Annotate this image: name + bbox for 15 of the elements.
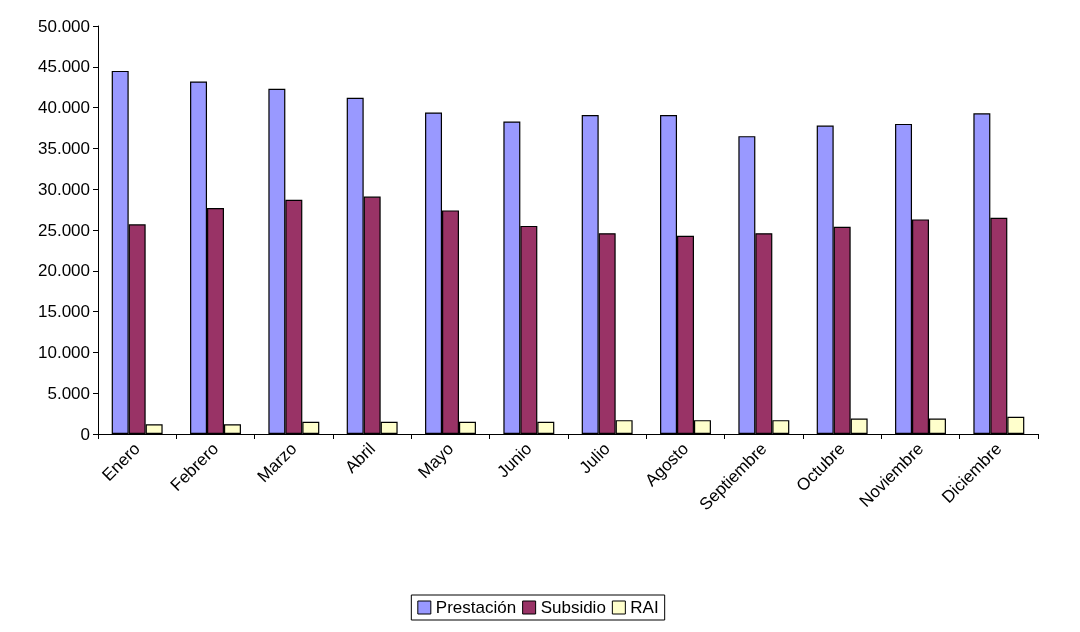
y-tick-label: 50.000 xyxy=(38,16,90,36)
legend-label: Subsidio xyxy=(540,598,606,617)
legend-label: RAI xyxy=(630,598,659,617)
y-tick-label: 20.000 xyxy=(38,261,90,281)
y-tick-label: 0 xyxy=(80,424,90,444)
y-tick-label: 40.000 xyxy=(38,98,90,118)
legend-label: Prestación xyxy=(435,598,517,617)
y-tick-label: 30.000 xyxy=(38,179,90,199)
y-tick-label: 35.000 xyxy=(38,138,90,158)
y-tick-label: 15.000 xyxy=(38,302,90,322)
y-tick-label: 10.000 xyxy=(38,342,90,362)
y-tick-label: 45.000 xyxy=(38,57,90,77)
y-tick-label: 25.000 xyxy=(38,220,90,240)
x-tick-label: Julio xyxy=(575,439,614,478)
y-tick-label: 5.000 xyxy=(47,383,90,403)
